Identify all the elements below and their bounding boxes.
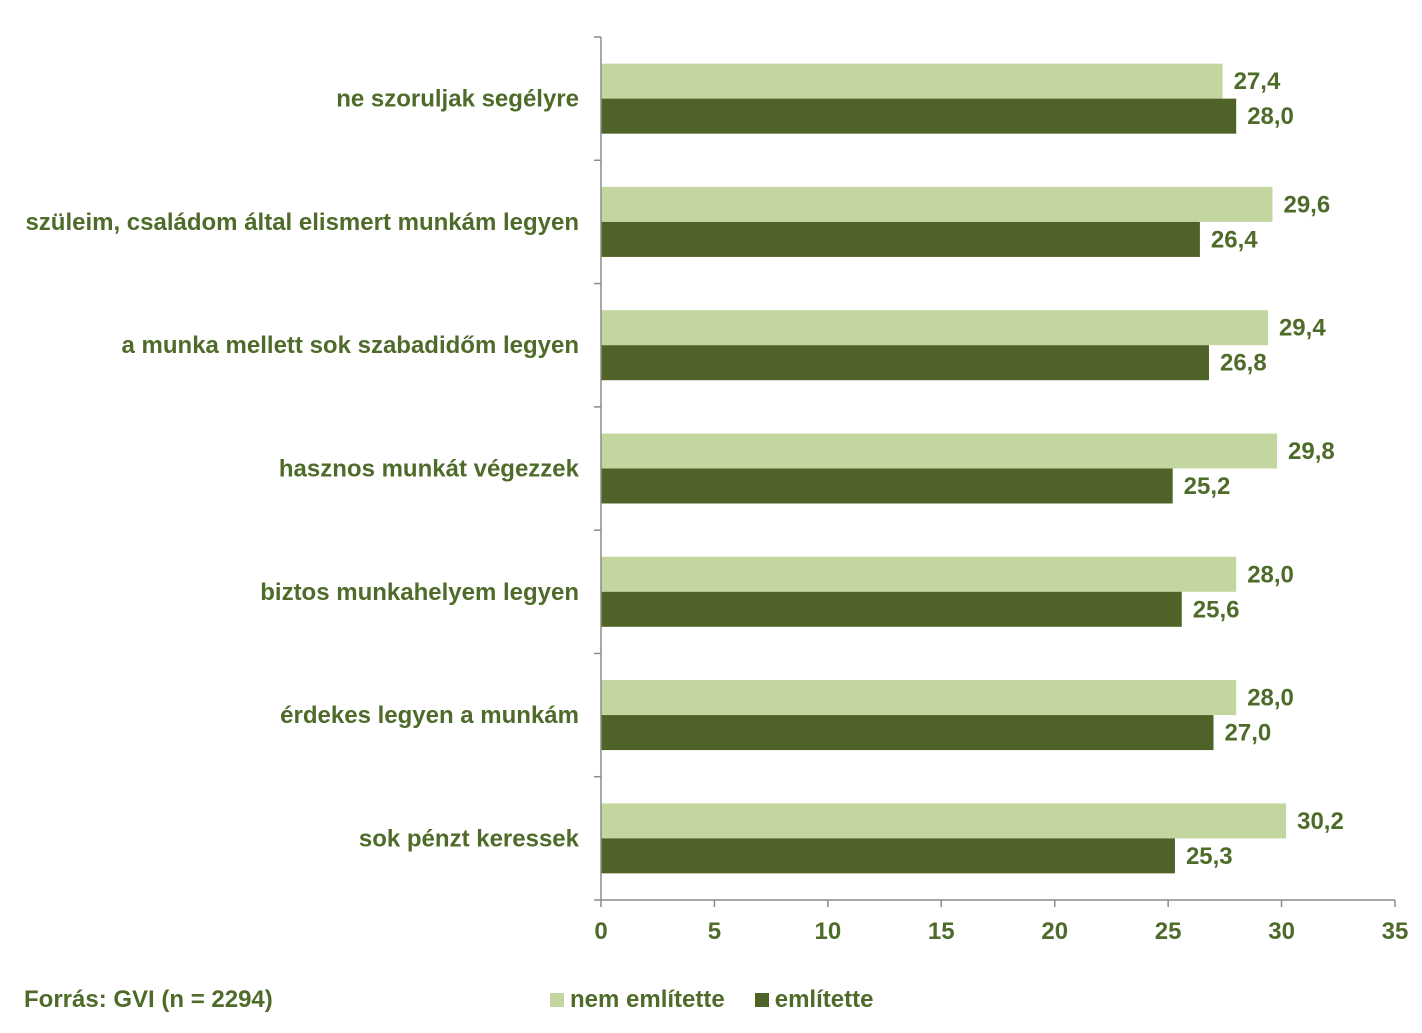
data-label: 25,3 — [1186, 843, 1233, 870]
x-tick-label: 10 — [815, 918, 842, 945]
category-label: hasznos munkát végezzek — [279, 456, 580, 483]
bar — [601, 838, 1175, 874]
data-label: 26,8 — [1220, 350, 1267, 377]
data-label: 30,2 — [1297, 808, 1344, 835]
data-label: 27,4 — [1234, 68, 1281, 95]
x-tick-label: 30 — [1268, 918, 1295, 945]
bar — [601, 433, 1278, 469]
data-label: 29,6 — [1283, 191, 1330, 218]
bar-chart: ne szoruljak segélyre 27,4 28,0 szüleim, cs… — [25, 36, 1409, 945]
bar — [601, 591, 1182, 627]
legend: nem említette említette — [550, 986, 903, 1014]
bar — [601, 803, 1287, 839]
data-label: 28,0 — [1247, 103, 1294, 130]
legend-swatch-dark — [754, 993, 769, 1007]
legend-label: említette — [774, 986, 874, 1013]
data-label: 28,0 — [1247, 685, 1294, 712]
legend-swatch-light — [550, 993, 564, 1007]
data-label: 29,8 — [1288, 438, 1335, 465]
data-label: 26,4 — [1211, 226, 1258, 253]
category-label: érdekes legyen a munkám — [280, 702, 579, 729]
legend-label: nem említette — [570, 986, 725, 1013]
bar — [601, 310, 1268, 346]
data-label: 29,4 — [1279, 315, 1326, 342]
category-label: biztos munkahelyem legyen — [260, 579, 579, 606]
x-tick-label: 35 — [1382, 918, 1409, 945]
bar — [601, 98, 1237, 134]
category-label: sok pénzt keressek — [359, 825, 580, 852]
source-note: Forrás: GVI (n = 2294) — [24, 986, 273, 1013]
x-tick-label: 5 — [708, 918, 721, 945]
data-label: 27,0 — [1225, 720, 1272, 747]
x-tick-label: 20 — [1041, 918, 1068, 945]
legend-item-emlitette: említette — [754, 986, 874, 1014]
x-tick-label: 15 — [928, 918, 955, 945]
category-label: ne szoruljak segélyre — [336, 86, 579, 113]
x-tick-label: 25 — [1155, 918, 1182, 945]
bar — [601, 221, 1200, 257]
category-label: a munka mellett sok szabadidőm legyen — [122, 332, 579, 359]
bar — [601, 556, 1237, 592]
x-tick-label: 0 — [594, 918, 607, 945]
category-label: szüleim, családom által elismert munkám … — [25, 209, 579, 236]
data-label: 25,6 — [1193, 596, 1240, 623]
bar — [601, 63, 1223, 99]
bar — [601, 186, 1273, 222]
bar — [601, 468, 1173, 504]
data-label: 28,0 — [1247, 561, 1294, 588]
bar — [601, 680, 1237, 716]
legend-item-nem-emlitette: nem említette — [550, 986, 725, 1014]
bar — [601, 345, 1209, 381]
data-label: 25,2 — [1184, 473, 1231, 500]
bar — [601, 715, 1214, 751]
